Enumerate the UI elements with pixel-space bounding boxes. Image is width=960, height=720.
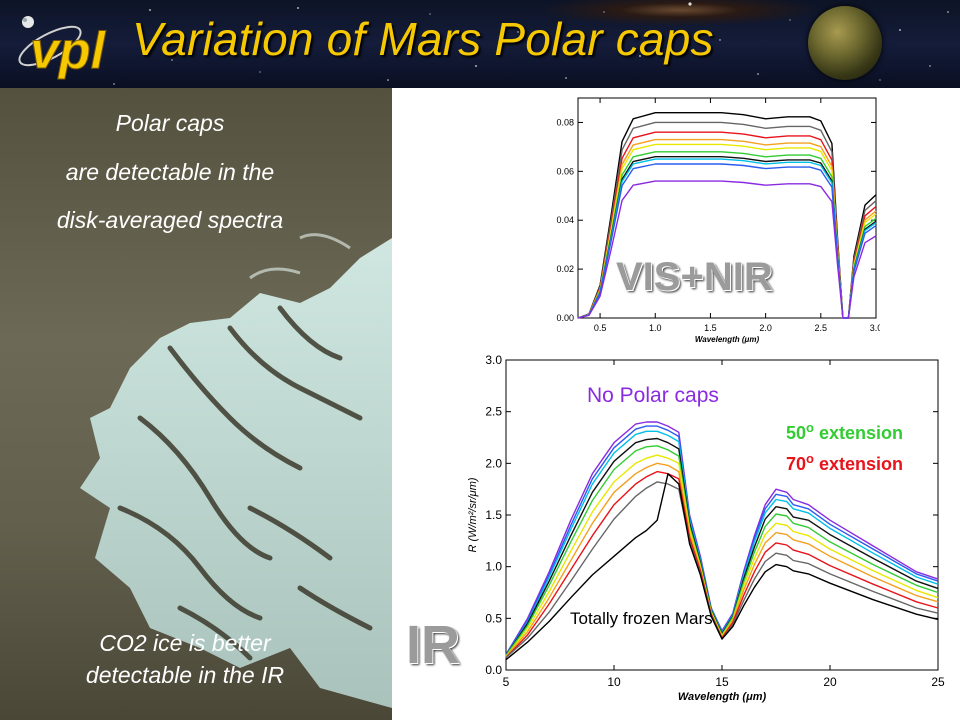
y-tick-label: 3.0 <box>485 353 502 367</box>
x-tick-label: 3.0 <box>870 323 880 333</box>
ice-texture <box>80 233 392 708</box>
planet-image <box>808 6 882 80</box>
vis-nir-spectrum-chart: 0.5 1.0 1.5 2.0 2.5 3.0 0.00 0.02 0.04 0.06 0.08 Wa… <box>556 97 880 344</box>
photo-text-line-3: disk-averaged spectra <box>56 207 284 233</box>
extension-70-number: 70 <box>786 454 807 474</box>
svg-text:vpl: vpl <box>30 22 107 80</box>
x-tick-label: 20 <box>823 675 837 689</box>
x-axis-label: Wavelength (μm) <box>678 691 767 703</box>
x-tick-label: 2.5 <box>815 323 828 333</box>
ir-spectrum-chart: 5 10 15 20 25 0.0 0.5 1.0 1.5 2.0 2.5 3.0 Wavelength… <box>467 353 945 703</box>
y-tick-label: 2.5 <box>485 405 502 419</box>
x-tick-label: 15 <box>715 675 729 689</box>
y-tick-label: 1.0 <box>485 560 502 574</box>
vpl-logo: vpl <box>10 8 140 82</box>
plot-frame <box>577 97 877 319</box>
mars-polar-ice-photo: Polar caps are detectable in the disk-av… <box>0 88 392 720</box>
y-tick-label: 0.0 <box>485 663 502 677</box>
y-tick-label: 0.06 <box>556 166 574 176</box>
y-tick-label: 0.02 <box>556 264 574 274</box>
totally-frozen-label: Totally frozen Mars <box>570 609 713 628</box>
slide-title: Variation of Mars Polar caps <box>132 13 714 65</box>
x-tick-label: 1.5 <box>704 323 717 333</box>
x-tick-label: 10 <box>607 675 621 689</box>
degree-mark: o <box>806 420 814 435</box>
x-tick-label: 5 <box>503 675 510 689</box>
x-axis-label: Wavelength (μm) <box>695 335 760 344</box>
photo-text-line-2: are detectable in the <box>65 159 275 185</box>
y-tick-label: 0.08 <box>556 117 574 127</box>
no-polar-caps-label: No Polar caps <box>587 384 719 407</box>
x-tick-label: 1.0 <box>649 323 662 333</box>
y-axis-label: R (W/m²/sr/μm) <box>467 477 479 552</box>
degree-mark: o <box>806 451 814 466</box>
y-tick-label: 0.00 <box>556 313 574 323</box>
y-tick-label: 1.5 <box>485 508 502 522</box>
vis-nir-label: VIS+NIR <box>616 255 773 299</box>
x-tick-label: 2.0 <box>759 323 772 333</box>
y-tick-label: 0.04 <box>556 215 574 225</box>
extension-70-label: 70o extension <box>786 451 903 475</box>
y-tick-label: 2.0 <box>485 456 502 470</box>
extension-70-text: extension <box>819 454 904 474</box>
x-tick-label: 0.5 <box>594 323 607 333</box>
photo-text-line-4: CO2 ice is better <box>99 630 271 656</box>
series-line-10 <box>505 473 939 661</box>
x-tick-label: 25 <box>931 675 945 689</box>
series-line-10 <box>577 180 877 319</box>
starfield-background <box>113 2 949 85</box>
extension-50-label: 50o extension <box>786 420 903 444</box>
y-tick-label: 0.5 <box>485 611 502 625</box>
extension-50-number: 50 <box>786 423 807 443</box>
photo-text-line-5: detectable in the IR <box>85 662 285 688</box>
extension-50-text: extension <box>819 423 904 443</box>
ir-label: IR <box>406 615 460 675</box>
title-banner: vpl Variation of Mars Polar caps <box>0 0 960 88</box>
photo-text-line-1: Polar caps <box>115 110 225 136</box>
